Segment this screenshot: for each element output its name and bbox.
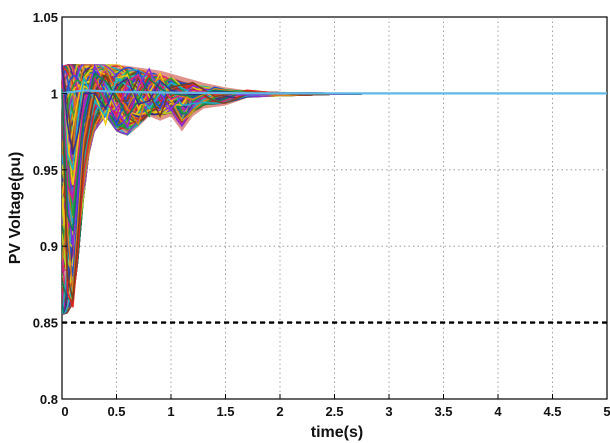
x-tick-label: 4: [494, 404, 502, 419]
x-tick-label: 1: [167, 404, 174, 419]
x-tick-label: 0.5: [107, 404, 125, 419]
y-tick-label: 0.8: [40, 392, 58, 407]
y-tick-label: 1.05: [33, 10, 58, 25]
x-tick-label: 3.5: [434, 404, 452, 419]
series-line: [61, 89, 607, 95]
y-axis-label: PV Voltage(pu): [7, 152, 24, 265]
y-tick-label: 0.95: [33, 163, 58, 178]
y-tick-label: 0.85: [33, 316, 58, 331]
x-tick-label: 0: [61, 404, 68, 419]
voltage-trajectory-bundle: [61, 63, 607, 315]
y-tick-label: 1: [51, 86, 58, 101]
x-tick-label: 2.5: [325, 404, 343, 419]
x-tick-label: 2: [276, 404, 283, 419]
x-tick-label: 3: [385, 404, 392, 419]
x-tick-label: 4.5: [543, 404, 561, 419]
x-tick-label: 1.5: [216, 404, 234, 419]
y-tick-label: 0.9: [40, 239, 58, 254]
x-axis-ticks: 0 0.5 1 1.5 2 2.5 3 3.5 4 4.5 5: [61, 394, 610, 419]
x-axis-label: time(s): [311, 424, 363, 441]
y-axis-ticks: 0.8 0.85 0.9 0.95 1 1.05: [33, 10, 67, 407]
x-tick-label: 5: [603, 404, 610, 419]
